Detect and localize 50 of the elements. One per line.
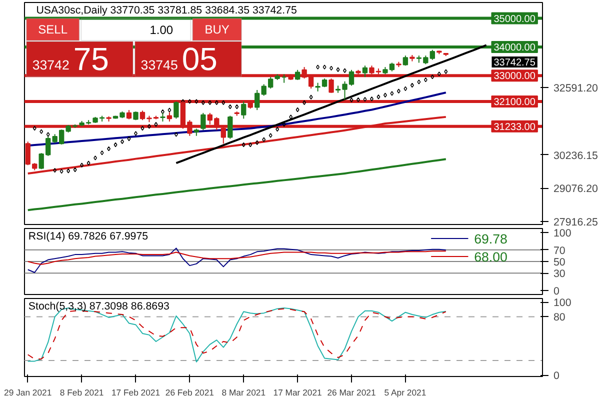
candlestick xyxy=(402,55,408,66)
line-series xyxy=(27,248,446,273)
ref-line-label: 33000.00 xyxy=(494,71,536,82)
y-tick-label: 50 xyxy=(554,256,566,268)
candlestick xyxy=(362,65,368,78)
annotation: 33745 xyxy=(140,58,178,72)
y-tick-label: 29076.20 xyxy=(554,183,598,196)
y-tick-label: 0 xyxy=(554,285,560,298)
y-tick-label: 30 xyxy=(554,268,566,280)
annotation: 68.00 xyxy=(474,250,508,264)
ref-line-label: 32100.00 xyxy=(494,96,536,108)
chart-title: RSI(14) 69.7826 67.9975 xyxy=(28,230,148,242)
chart-title: USA30sc,Daily 33770.35 33781.85 33684.35 33742.75 xyxy=(36,4,297,16)
x-tick-label: 5 Apr 2021 xyxy=(384,388,426,398)
annotation: 75 xyxy=(73,41,109,77)
candlestick xyxy=(254,89,260,111)
x-tick-label: 26 Mar 2021 xyxy=(327,388,376,398)
candlestick xyxy=(294,69,300,80)
text: 33742.75 xyxy=(494,58,536,68)
x-tick-label: 17 Feb 2021 xyxy=(111,388,160,398)
x-tick-label: 29 Jan 2021 xyxy=(4,388,52,398)
annotation: BUY xyxy=(204,22,230,36)
candlestick xyxy=(241,100,246,120)
annotation: 69.78 xyxy=(474,232,508,246)
y-tick-label: 100 xyxy=(554,297,572,310)
annotation: SELL xyxy=(38,22,68,36)
annotation: 33742 xyxy=(32,58,70,72)
y-tick-label: 27916.25 xyxy=(554,216,598,228)
x-tick-label: 8 Feb 2021 xyxy=(60,388,104,398)
candlestick xyxy=(174,100,179,120)
annotation: 05 xyxy=(182,41,218,77)
candlestick xyxy=(200,112,206,131)
y-tick-label: 70 xyxy=(554,244,566,257)
y-tick-label: 32591.20 xyxy=(554,82,598,94)
ref-line-label: 31233.00 xyxy=(494,122,536,133)
line-series xyxy=(27,250,446,265)
ref-line-label: 35000.00 xyxy=(494,14,536,25)
annotation: 1.00 xyxy=(150,23,174,37)
candlestick xyxy=(126,110,132,120)
y-tick-label: 30236.15 xyxy=(554,150,598,162)
ref-line-label: 34000.00 xyxy=(494,42,536,54)
line-series xyxy=(26,158,447,212)
chart-title: Stoch(5,3,3) 87.3098 86.8693 xyxy=(28,300,170,312)
y-tick-label: 100 xyxy=(554,228,572,240)
x-tick-label: 26 Feb 2021 xyxy=(165,388,214,398)
x-tick-label: 8 Mar 2021 xyxy=(222,388,266,398)
y-tick-label: 0 xyxy=(554,370,560,382)
candlestick xyxy=(228,115,233,140)
x-tick-label: 17 Mar 2021 xyxy=(273,388,322,398)
y-tick-label: 80 xyxy=(554,312,566,324)
